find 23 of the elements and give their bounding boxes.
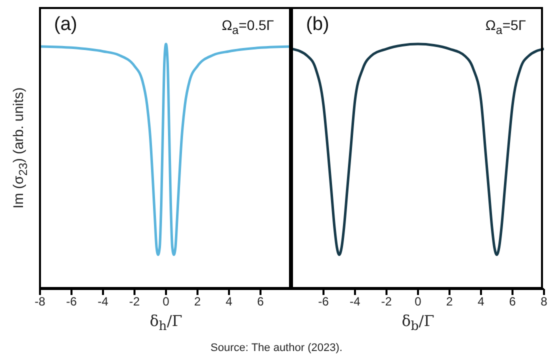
x-axis-title: δ$_{b}$/Γ — [400, 312, 436, 333]
text: Ω$_{a}$=0.5Γ — [222, 17, 274, 37]
x-tick-label: -4 — [350, 294, 361, 309]
x-tick-label: -2 — [129, 294, 140, 309]
x-tick-label: 8 — [540, 294, 548, 309]
x-axis-title: δ$_{h}$/Γ — [148, 312, 184, 333]
x-tick-label: 2 — [446, 294, 454, 309]
x-tick-label: -6 — [318, 294, 330, 309]
x-tick-label: -4 — [98, 294, 109, 309]
text: (a) — [54, 14, 78, 36]
x-tick-label: -6 — [66, 294, 78, 309]
source-note: Source: The author (2023). — [210, 342, 344, 354]
x-tick-label: 4 — [226, 294, 233, 309]
text: Ω$_{a}$=5Γ — [485, 17, 526, 37]
x-tick-label: -2 — [381, 294, 392, 309]
x-tick-label: -8 — [34, 294, 46, 309]
x-tick-label: 0 — [414, 294, 422, 309]
x-tick-label: 4 — [478, 294, 485, 309]
x-tick-label: 2 — [194, 294, 202, 309]
x-tick-label: 6 — [509, 294, 516, 309]
x-tick-label: 0 — [162, 294, 170, 309]
x-tick-label: 6 — [257, 294, 264, 309]
text: (b) — [306, 14, 330, 36]
